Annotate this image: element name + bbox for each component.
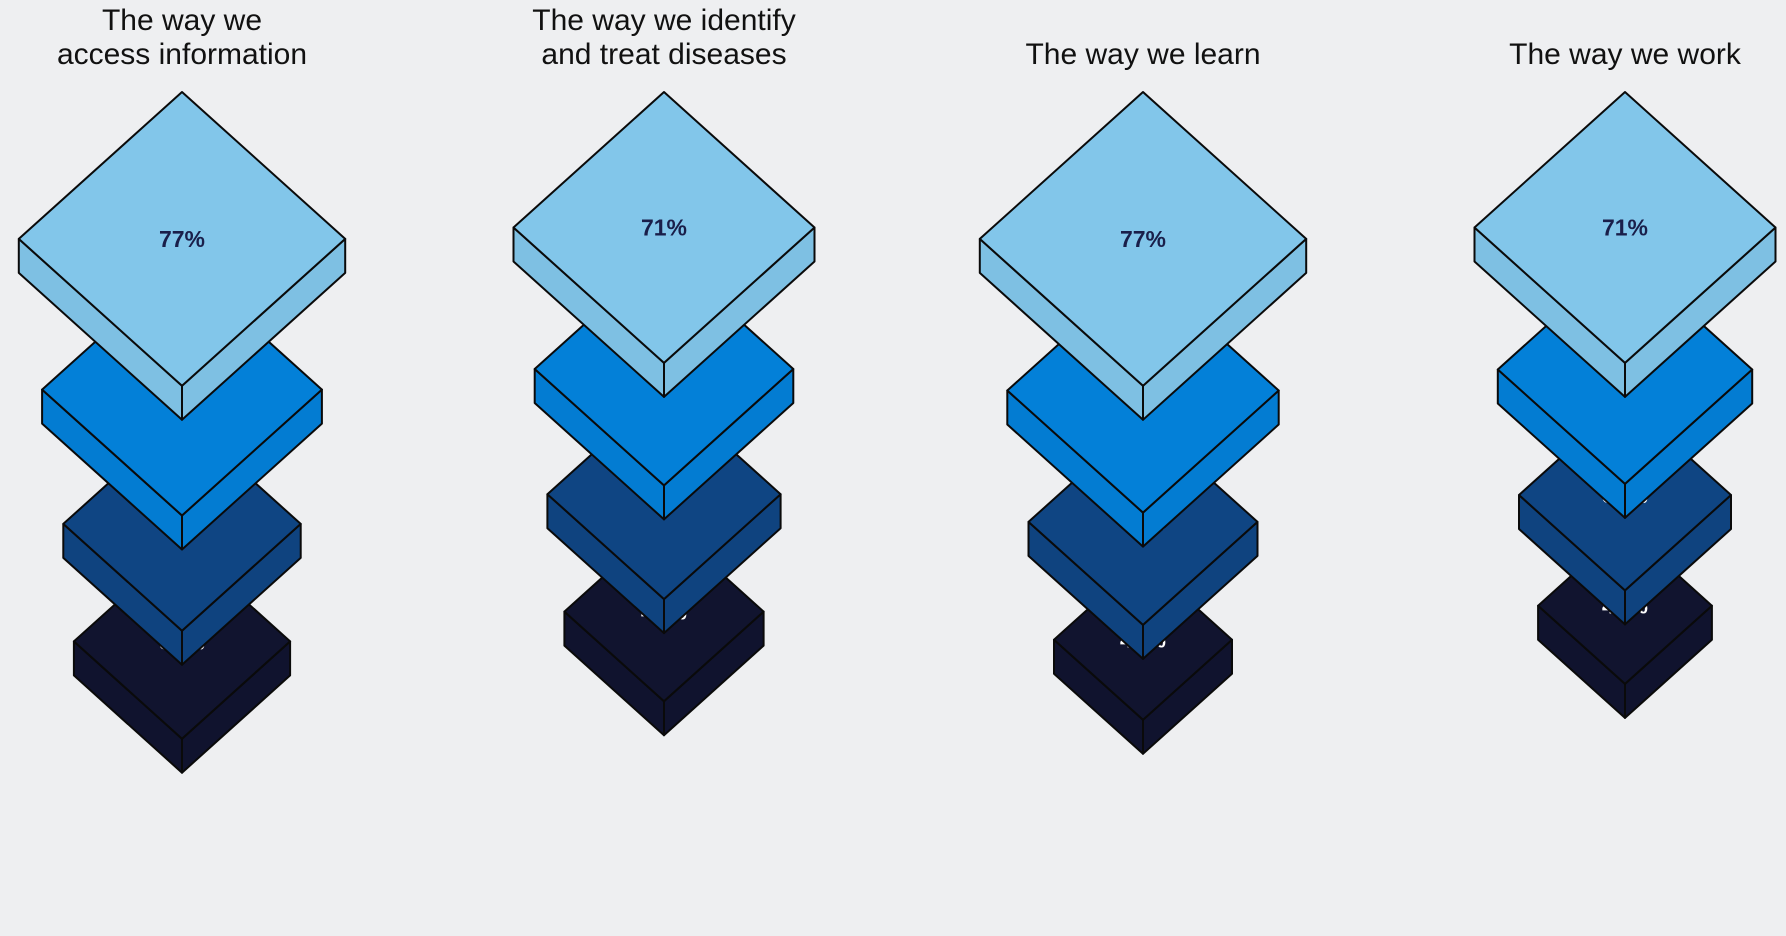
value-label: 71%: [641, 214, 687, 240]
diamond-top-face: [512, 91, 816, 364]
value-label: 71%: [1602, 214, 1648, 240]
value-label: 77%: [1120, 226, 1166, 252]
diamond-top-face: [1473, 91, 1777, 364]
column-title-learn: The way we learn: [1025, 38, 1261, 71]
column-title-identify-treat-diseases: The way we identify and treat diseases: [532, 4, 796, 71]
column-title-access-information: The way we access information: [56, 4, 308, 71]
diamond-top-face: [17, 91, 347, 387]
diamond-block: 71%: [1473, 91, 1777, 398]
diamond-block: 77%: [17, 91, 347, 421]
diamond-block: 71%: [512, 91, 816, 398]
value-label: 77%: [159, 226, 205, 252]
diamond-block: 77%: [978, 91, 1308, 421]
diamond-top-face: [978, 91, 1308, 387]
column-title-work: The way we work: [1509, 38, 1741, 71]
